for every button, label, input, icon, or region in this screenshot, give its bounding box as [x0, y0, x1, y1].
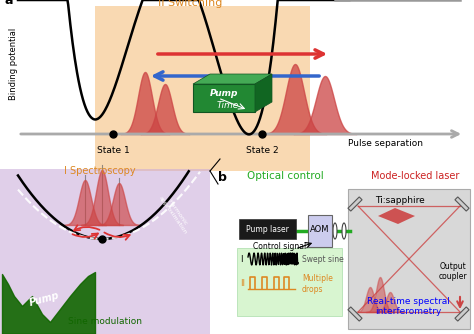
- Text: Pump: Pump: [210, 89, 238, 98]
- Text: State 2: State 2: [246, 146, 278, 155]
- FancyBboxPatch shape: [239, 219, 296, 239]
- Bar: [237, 248, 342, 316]
- Text: Optical control: Optical control: [246, 171, 323, 181]
- Text: I Spectroscopy: I Spectroscopy: [64, 166, 136, 176]
- Text: II: II: [240, 280, 245, 289]
- Text: Real-time spectral
interferometry: Real-time spectral interferometry: [366, 297, 449, 316]
- Bar: [348, 189, 470, 329]
- FancyBboxPatch shape: [308, 215, 332, 247]
- Text: State 1: State 1: [97, 146, 129, 155]
- Text: Mode-locked laser: Mode-locked laser: [371, 171, 459, 181]
- Text: Pump: Pump: [28, 290, 60, 308]
- Text: Multiple
drops: Multiple drops: [302, 274, 333, 294]
- Ellipse shape: [333, 223, 337, 239]
- FancyBboxPatch shape: [193, 84, 255, 112]
- Text: Sine modulation: Sine modulation: [68, 317, 142, 326]
- FancyBboxPatch shape: [348, 307, 362, 321]
- Text: AOM: AOM: [310, 225, 330, 234]
- Bar: [0, 169, 210, 334]
- FancyBboxPatch shape: [348, 197, 362, 211]
- Ellipse shape: [342, 223, 346, 239]
- Bar: [95, 6, 310, 171]
- Text: Pulse separation: Pulse separation: [348, 139, 423, 148]
- Text: Time: Time: [217, 101, 239, 110]
- Text: II Switching: II Switching: [158, 0, 222, 8]
- Text: Swept sine: Swept sine: [302, 255, 344, 264]
- Text: Ti:sapphire: Ti:sapphire: [375, 196, 425, 205]
- FancyBboxPatch shape: [455, 197, 469, 211]
- Text: Control signal: Control signal: [253, 242, 306, 251]
- Polygon shape: [378, 208, 415, 224]
- Text: I: I: [240, 255, 243, 264]
- Text: Output
coupler: Output coupler: [439, 262, 467, 281]
- Text: Binding potential: Binding potential: [9, 28, 18, 100]
- Text: b: b: [218, 171, 227, 184]
- Text: Pump laser: Pump laser: [246, 224, 289, 233]
- Polygon shape: [193, 74, 272, 84]
- Text: a: a: [5, 0, 13, 7]
- Text: Harmonic
approximation: Harmonic approximation: [157, 192, 192, 236]
- Polygon shape: [255, 74, 272, 112]
- FancyBboxPatch shape: [455, 307, 469, 321]
